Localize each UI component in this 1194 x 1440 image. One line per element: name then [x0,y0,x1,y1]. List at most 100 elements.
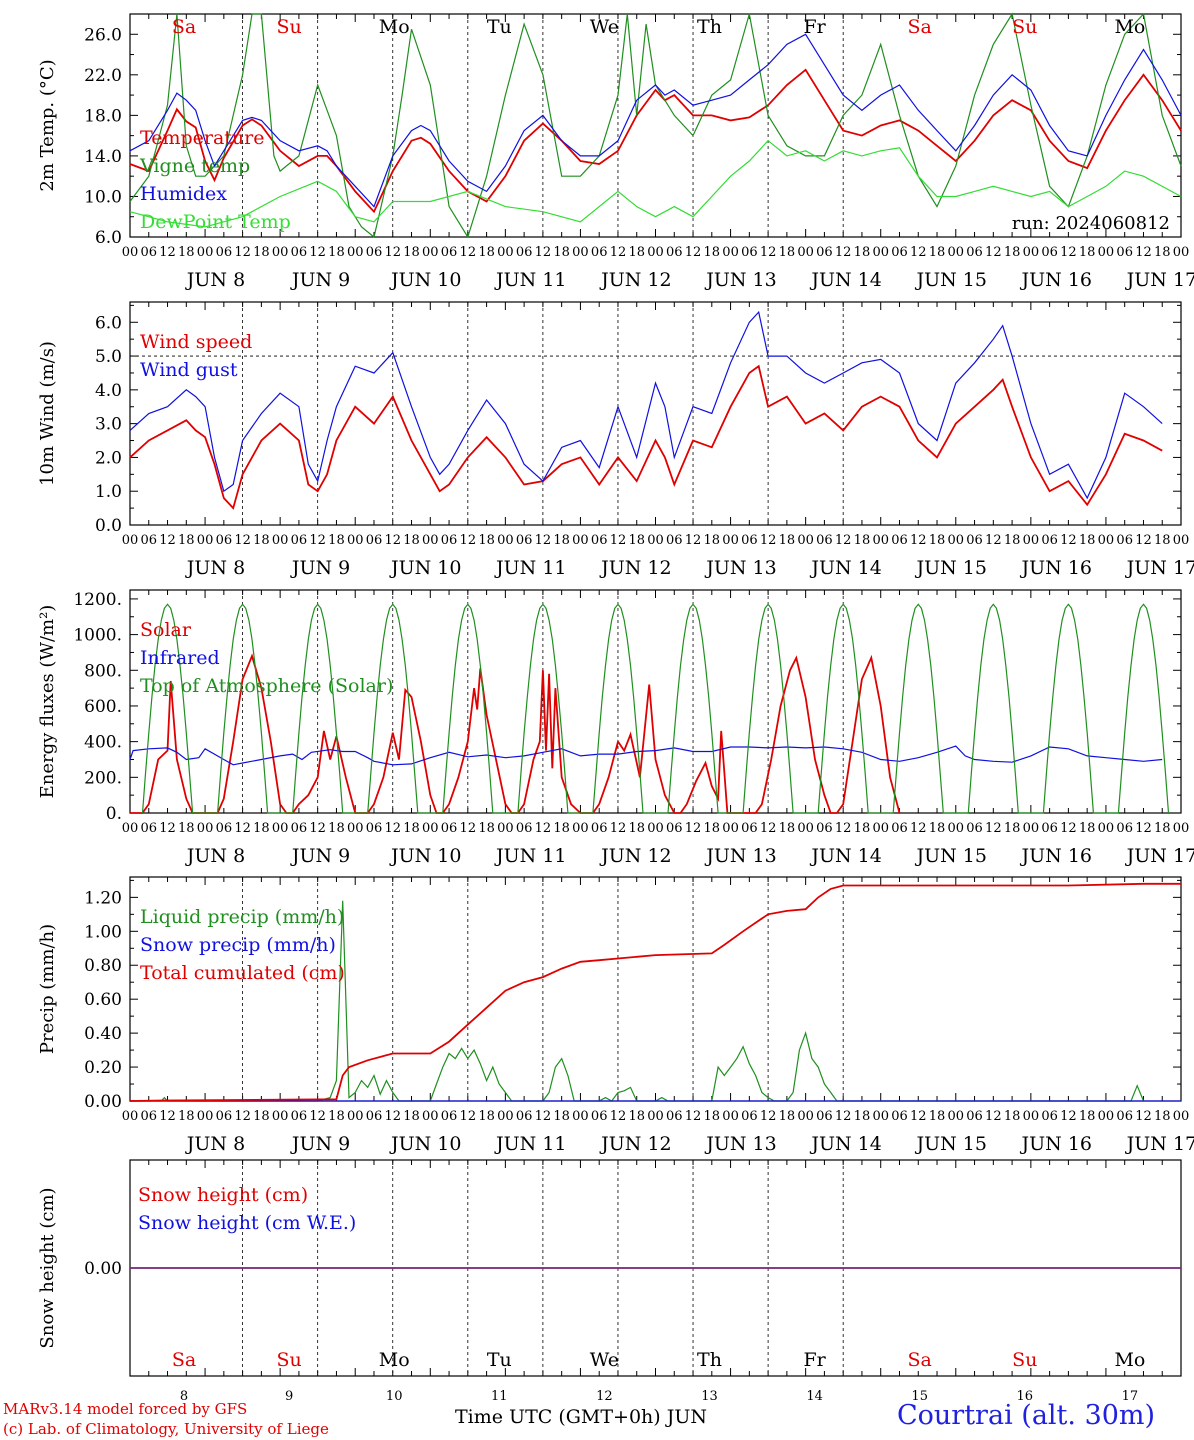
hour-tick-label: 00 [1023,821,1040,836]
date-label: JUN 12 [599,1133,671,1155]
legend-entry: Humidex [140,183,227,205]
hour-tick-label: 18 [328,821,345,836]
hour-tick-label: 12 [309,821,326,836]
series-line-humidex [129,33,1182,208]
y-tick-label: 3.0 [95,415,122,435]
hour-tick-label: 00 [272,533,289,548]
day-label: Th [697,1349,722,1371]
panel-frame [129,301,1182,526]
hour-tick-label: 06 [891,1109,908,1124]
day-label: Su [276,16,301,38]
day-number: 8 [180,1389,188,1404]
hour-tick-label: 12 [685,245,702,260]
hour-tick-label: 00 [422,533,439,548]
hour-tick-label: 00 [497,245,514,260]
hour-tick-label: 18 [403,1109,420,1124]
hour-tick-label: 06 [1116,1109,1133,1124]
hour-tick-label: 06 [741,1109,758,1124]
y-tick-label: 0.60 [84,990,122,1010]
legend-entry: Infrared [140,647,220,669]
hour-tick-label: 12 [1060,821,1077,836]
date-label: JUN 8 [185,557,245,579]
hour-tick-label: 06 [516,245,533,260]
hour-tick-label: 18 [929,245,946,260]
hour-tick-label: 00 [197,821,214,836]
hour-tick-label: 12 [159,245,176,260]
y-tick-label: 18.0 [84,106,122,126]
hour-tick-label: 18 [403,533,420,548]
hour-tick-label: 12 [610,1109,627,1124]
hour-tick-label: 00 [347,245,364,260]
date-label: JUN 14 [809,845,881,867]
hour-tick-label: 12 [1135,821,1152,836]
legend-entry: DewPoint Temp [140,211,291,233]
date-label: JUN 12 [599,845,671,867]
hour-tick-label: 00 [647,245,664,260]
series-line-wind-speed [129,364,1163,510]
hour-tick-label: 00 [497,1109,514,1124]
y-tick-label: 10.0 [84,187,122,207]
legend-entry: Liquid precip (mm/h) [140,906,344,928]
legend-entry: Solar [140,619,192,641]
hour-tick-label: 06 [891,533,908,548]
hour-tick-label: 12 [985,821,1002,836]
y-axis-label: 10m Wind (m/s) [37,341,58,486]
hour-tick-label: 06 [216,821,233,836]
day-label: Fr [803,1349,826,1371]
date-label: JUN 13 [704,845,776,867]
hour-tick-label: 06 [591,821,608,836]
series-line-infrared [129,745,1163,766]
hour-tick-label: 00 [647,1109,664,1124]
hour-tick-label: 18 [553,245,570,260]
hour-tick-label: 00 [347,1109,364,1124]
day-label: Su [1012,1349,1037,1371]
panel-5: 0.00 Snow height (cm) Snow height (cm) Snow… [37,1159,1182,1377]
hour-tick-label: 06 [1041,821,1058,836]
hour-tick-label: 00 [872,1109,889,1124]
hour-tick-label: 18 [929,821,946,836]
hour-tick-label: 06 [816,245,833,260]
date-label: JUN 16 [1020,557,1092,579]
date-label: JUN 11 [494,557,566,579]
date-label: JUN 8 [185,1133,245,1155]
y-tick-label: 1000. [73,626,122,646]
hour-tick-label: 18 [478,533,495,548]
y-axis-label: 2m Temp. (°C) [37,59,58,191]
hour-tick-label: 18 [628,533,645,548]
hour-tick-label: 00 [122,245,139,260]
hour-tick-label: 18 [1154,1109,1171,1124]
hour-tick-label: 12 [309,245,326,260]
hour-tick-label: 12 [1060,245,1077,260]
run-annotation: run: 2024060812 [1012,213,1170,234]
hour-tick-label: 06 [140,245,157,260]
date-label: JUN 17 [1125,1133,1194,1155]
hour-tick-label: 18 [1004,533,1021,548]
series-line-wind-gust [129,310,1163,500]
date-label: JUN 13 [704,1133,776,1155]
hour-tick-label: 12 [835,245,852,260]
series-line-dewpoint-temp [129,139,1182,228]
hour-tick-label: 06 [291,245,308,260]
x-axis-title: Time UTC (GMT+0h) JUN [455,1406,707,1428]
day-number: 16 [1017,1389,1034,1404]
hour-tick-label: 12 [159,821,176,836]
hour-tick-label: 18 [1079,245,1096,260]
date-label: JUN 10 [389,269,461,291]
hour-tick-label: 00 [1023,533,1040,548]
day-label: Tu [487,1349,512,1371]
y-tick-label: 1.20 [84,888,122,908]
hour-tick-label: 12 [234,821,251,836]
y-tick-label: 1.0 [95,482,122,502]
hour-tick-label: 00 [347,821,364,836]
series-line-vigne-temp [129,12,1182,239]
hour-tick-label: 00 [1173,533,1190,548]
y-tick-label: 200. [84,768,122,788]
date-label: JUN 9 [290,557,350,579]
hour-tick-label: 06 [966,821,983,836]
hour-tick-label: 12 [460,533,477,548]
hour-tick-label: 00 [948,245,965,260]
hour-tick-label: 12 [760,821,777,836]
hour-tick-label: 12 [1135,1109,1152,1124]
date-label: JUN 10 [389,1133,461,1155]
hour-tick-label: 06 [140,821,157,836]
